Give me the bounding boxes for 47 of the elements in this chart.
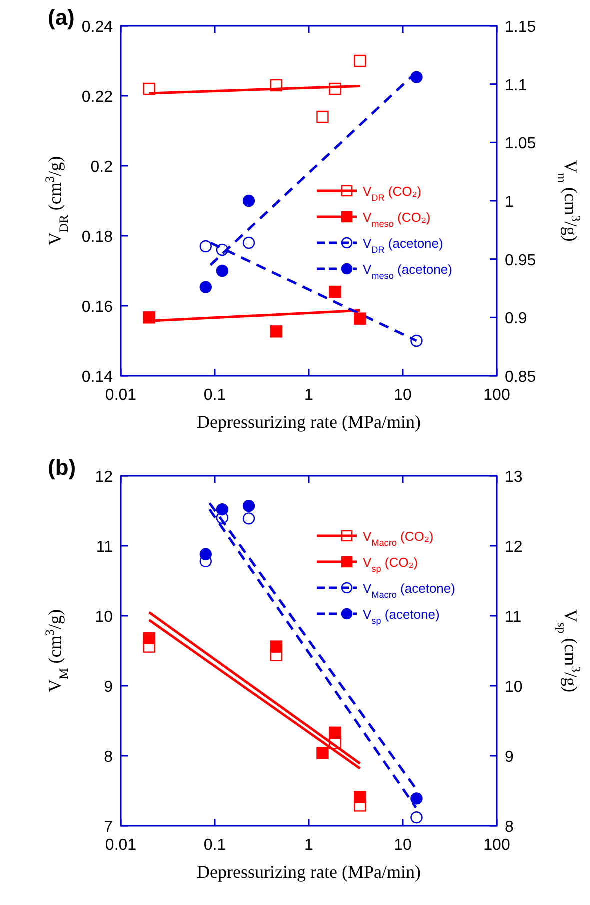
y-tick-label: 0.2: [90, 159, 114, 176]
legend-label: V$_{DR}$ (CO₂): [363, 184, 422, 203]
x-tick-label: 10: [394, 387, 412, 404]
x-tick-label: 0.1: [204, 387, 226, 404]
chart-title: (b): [48, 455, 76, 480]
y-tick-label: 10: [95, 609, 114, 626]
legend-label: V$_{Macro}$ (acetone): [363, 581, 456, 600]
y2-tick-label: 0.85: [505, 369, 536, 386]
x-axis-title: Depressurizing rate (MPa/min): [197, 412, 421, 432]
legend-label: V$_{DR}$ (acetone): [363, 236, 444, 255]
y-tick-label: 0.18: [82, 229, 114, 246]
y-tick-label: 11: [96, 539, 114, 556]
x-tick-label: 0.1: [204, 837, 226, 854]
y2-tick-label: 10: [505, 679, 523, 696]
y2-tick-label: 0.95: [505, 252, 536, 270]
y2-tick-label: 1.1: [505, 77, 528, 94]
x-tick-label: 10: [394, 837, 412, 854]
x-tick-label: 100: [484, 837, 510, 854]
y-tick-label: 0.24: [82, 19, 114, 36]
y-tick-label: 12: [95, 469, 114, 486]
y2-tick-label: 8: [505, 819, 514, 836]
legend-label: V$_{meso}$ (acetone): [363, 262, 452, 281]
y-tick-label: 8: [104, 749, 114, 766]
y2-tick-label: 1.05: [505, 136, 536, 153]
y-tick-label: 0.22: [82, 89, 114, 106]
legend-label: V$_{meso}$ (CO₂): [363, 210, 431, 229]
x-axis-title: Depressurizing rate (MPa/min): [197, 862, 421, 882]
x-tick-label: 0.01: [105, 387, 137, 404]
y2-tick-label: 0.9: [505, 310, 528, 328]
y2-tick-label: 12: [505, 539, 523, 556]
x-tick-label: 0.01: [105, 837, 137, 854]
x-tick-label: 1: [304, 837, 314, 854]
chart-title: (a): [48, 5, 75, 30]
y-tick-label: 9: [104, 679, 114, 696]
legend-label: V$_{Macro}$ (CO₂): [363, 529, 434, 548]
y2-tick-label: 1.15: [505, 19, 536, 36]
y2-tick-label: 9: [505, 749, 514, 766]
y-tick-label: 7: [104, 819, 114, 836]
x-tick-label: 100: [484, 387, 510, 404]
y2-tick-label: 1: [505, 194, 514, 211]
y2-tick-label: 11: [505, 609, 522, 626]
legend-label: V$_{sp}$ (acetone): [363, 607, 440, 626]
y-tick-label: 0.14: [82, 369, 114, 386]
y-tick-label: 0.16: [82, 299, 114, 316]
legend-label: V$_{sp}$ (CO₂): [363, 555, 418, 574]
y2-tick-label: 13: [505, 469, 523, 486]
x-tick-label: 1: [304, 387, 314, 404]
